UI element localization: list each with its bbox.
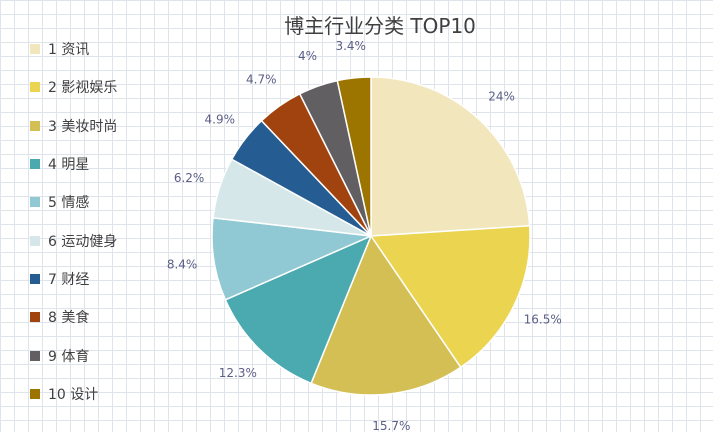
legend-item: 10 设计 <box>30 375 117 413</box>
data-label: 4.7% <box>246 73 277 87</box>
pie-slice <box>310 234 462 396</box>
data-label: 16.5% <box>524 313 562 327</box>
pie-slice <box>370 76 531 237</box>
legend-label: 2 影视娱乐 <box>48 80 118 97</box>
legend-swatch <box>30 350 40 361</box>
pie-slice <box>369 224 531 369</box>
legend-swatch <box>30 197 40 208</box>
legend-label: 6 运动健身 <box>48 233 118 250</box>
legend-swatch <box>30 82 40 93</box>
legend: 1 资讯 2 影视娱乐 3 美妆时尚 4 明星 5 情感 6 运动健身 7 财经 8 美食 9 … <box>30 30 117 413</box>
legend-item: 9 体育 <box>30 336 117 374</box>
legend-item: 2 影视娱乐 <box>30 68 117 106</box>
legend-item: 8 美食 <box>30 298 117 336</box>
data-label: 4% <box>298 49 317 63</box>
data-label: 6.2% <box>174 171 205 185</box>
legend-label: 10 设计 <box>48 386 99 403</box>
legend-label: 1 资讯 <box>48 42 90 59</box>
legend-label: 7 财经 <box>48 271 90 288</box>
legend-swatch <box>30 159 40 170</box>
legend-label: 3 美妆时尚 <box>48 118 118 135</box>
pie-slice <box>224 234 373 385</box>
legend-swatch <box>30 273 40 284</box>
legend-swatch <box>30 388 40 399</box>
legend-label: 4 明星 <box>48 157 90 174</box>
legend-item: 6 运动健身 <box>30 221 117 259</box>
data-label: 8.4% <box>167 257 198 271</box>
legend-label: 9 体育 <box>48 348 90 365</box>
legend-swatch <box>30 235 40 246</box>
legend-swatch <box>30 120 40 131</box>
legend-label: 8 美食 <box>48 310 90 327</box>
data-label: 15.7% <box>372 419 410 432</box>
legend-swatch <box>30 44 40 55</box>
legend-item: 4 明星 <box>30 145 117 183</box>
legend-label: 5 情感 <box>48 195 90 212</box>
legend-item: 5 情感 <box>30 183 117 221</box>
legend-item: 1 资讯 <box>30 30 117 68</box>
data-label: 12.3% <box>219 366 257 380</box>
pie-slice <box>336 76 372 237</box>
chart-title: 博主行业分类 TOP10 <box>284 14 476 38</box>
data-label: 24% <box>488 90 515 104</box>
legend-item: 7 财经 <box>30 260 117 298</box>
data-label: 3.4% <box>335 39 366 53</box>
data-label: 4.9% <box>205 112 236 126</box>
legend-swatch <box>30 312 40 323</box>
legend-item: 3 美妆时尚 <box>30 107 117 145</box>
